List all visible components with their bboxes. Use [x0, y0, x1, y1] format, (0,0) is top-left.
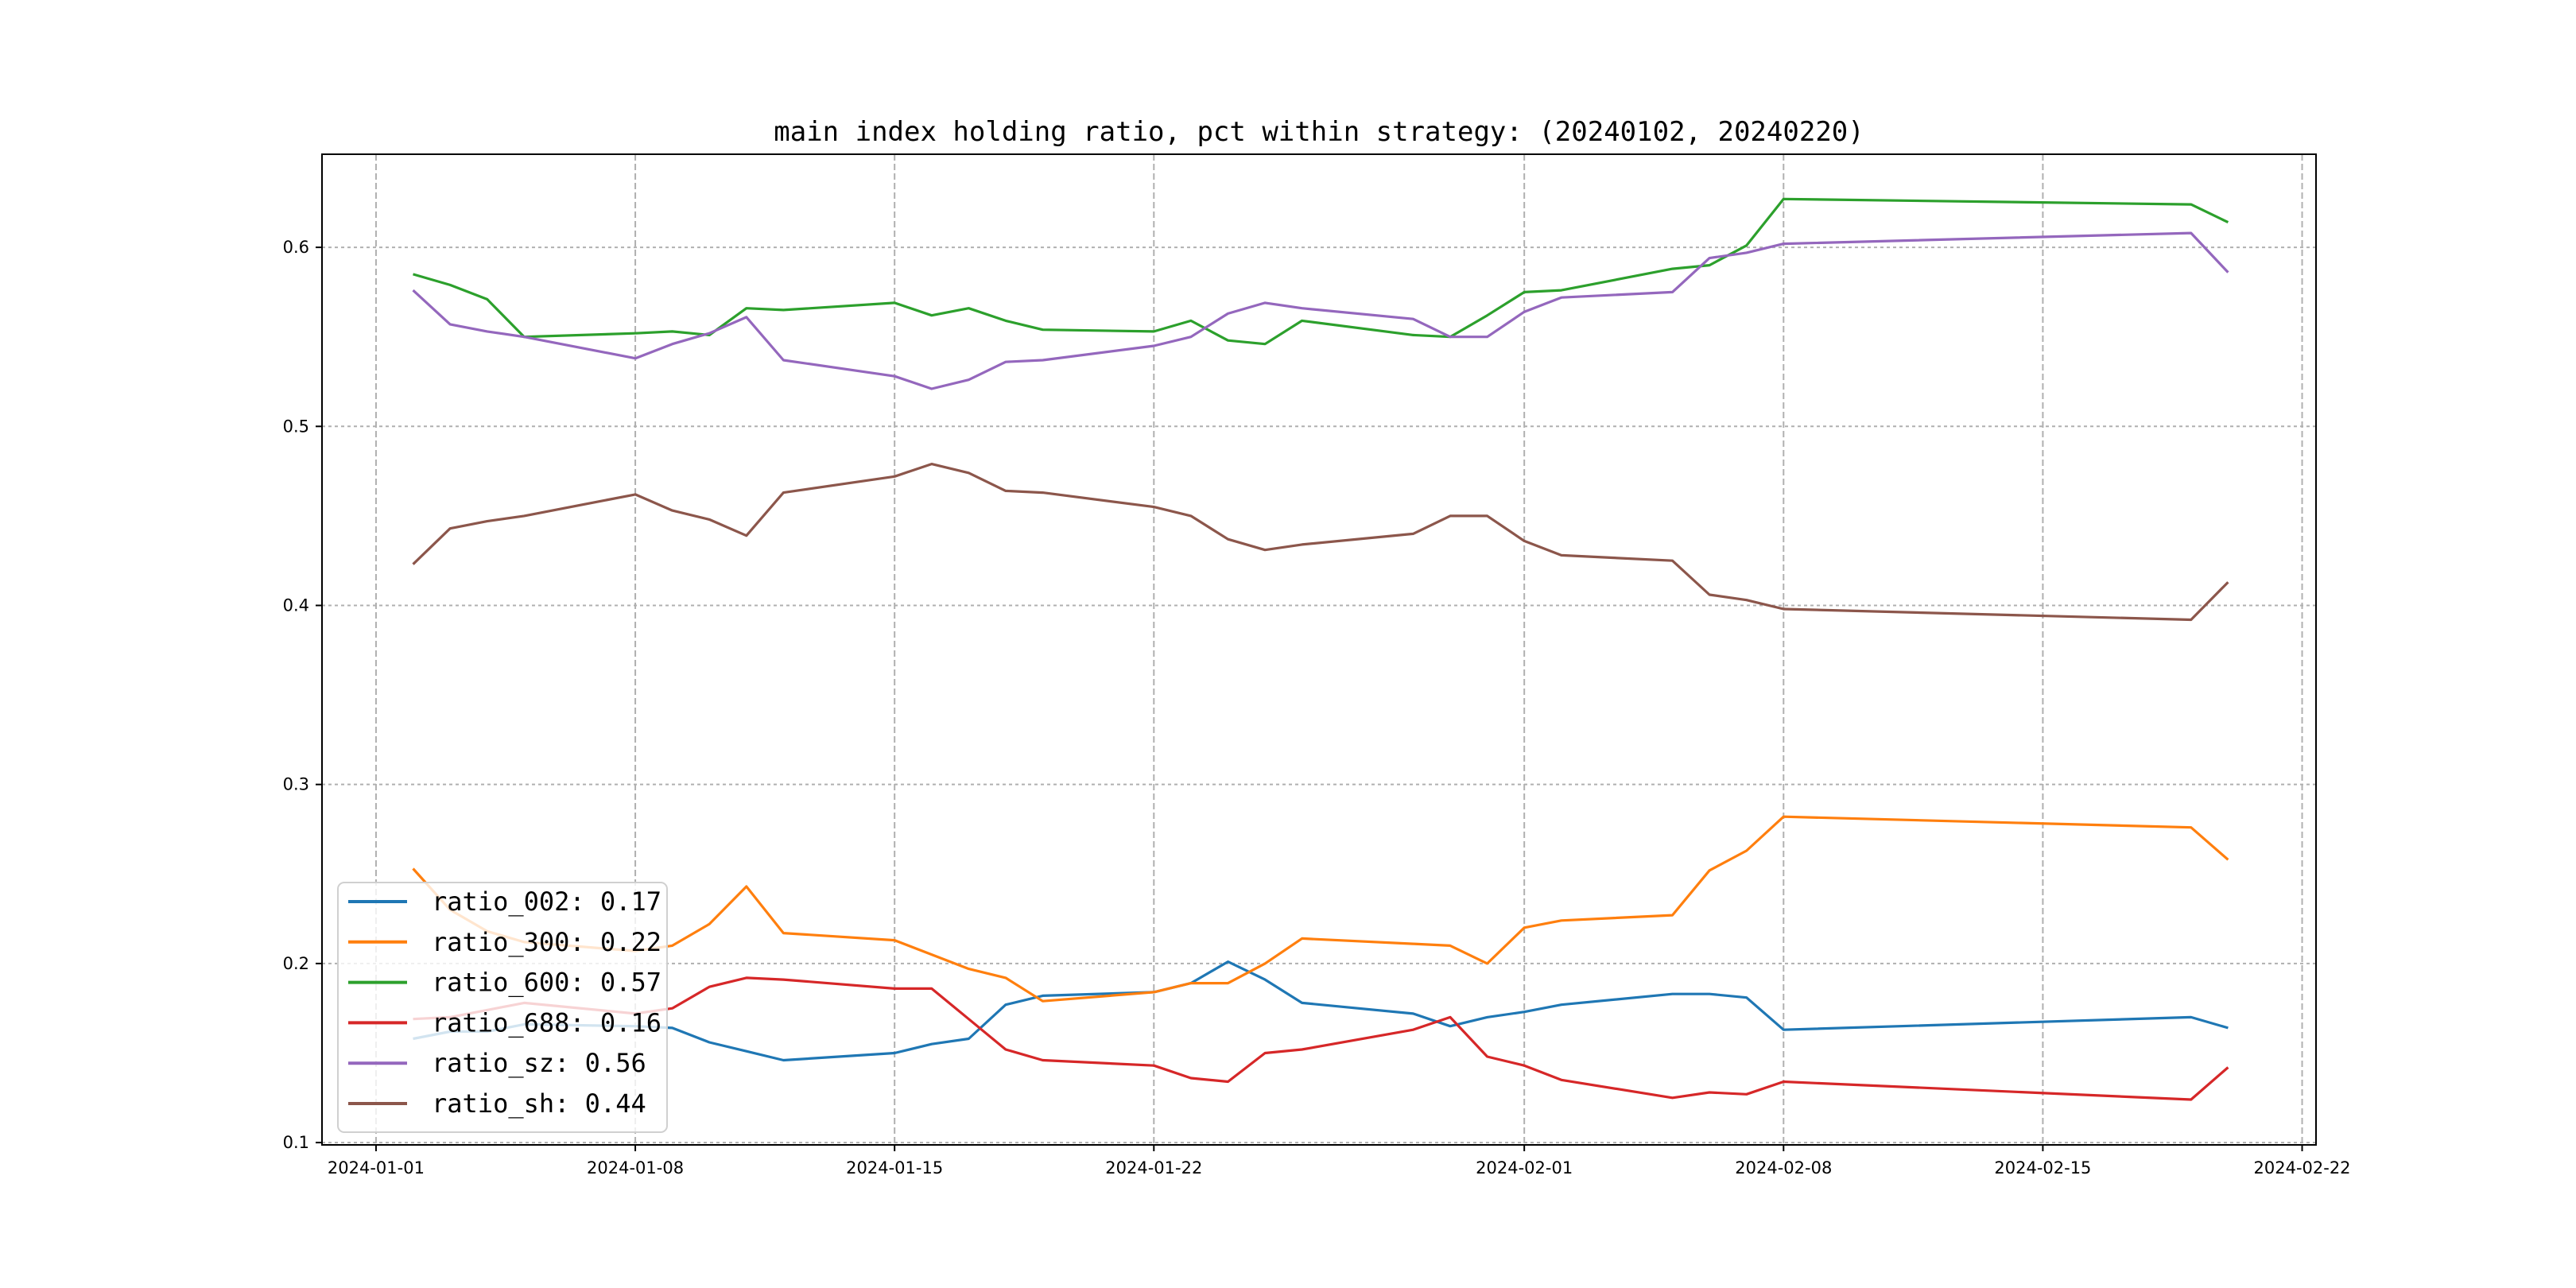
x-tick-label: 2024-01-01 — [328, 1158, 425, 1177]
series-line-ratio-sh — [412, 462, 2229, 622]
y-tick-label: 0.4 — [283, 596, 309, 615]
series-line-ratio-sz — [412, 231, 2229, 390]
y-tick-label: 0.2 — [283, 954, 309, 973]
x-tick-label: 2024-02-01 — [1476, 1158, 1573, 1177]
x-tick-label: 2024-02-15 — [1994, 1158, 2091, 1177]
y-tick-label: 0.5 — [283, 417, 309, 436]
legend-label: ratio_sz: 0.56 — [432, 1048, 646, 1078]
x-tick-label: 2024-02-08 — [1735, 1158, 1832, 1177]
legend-label: ratio_300: 0.22 — [432, 927, 661, 957]
x-tick-label: 2024-01-22 — [1105, 1158, 1202, 1177]
chart-title: main index holding ratio, pct within str… — [774, 116, 1864, 148]
legend: ratio_002: 0.17 ratio_300: 0.22 ratio_600:… — [337, 882, 668, 1133]
axis-ticks: 2024-01-01 2024-01-08 2024-01-15 2024-01-22… — [283, 238, 2351, 1177]
x-tick-label: 2024-01-15 — [846, 1158, 943, 1177]
plot-frame — [321, 153, 2317, 1146]
legend-label: ratio_688: 0.16 — [432, 1007, 661, 1038]
grid — [322, 154, 2316, 1145]
legend-label: ratio_sh: 0.44 — [432, 1088, 646, 1119]
series-line-ratio-600 — [413, 197, 2229, 346]
legend-box — [337, 882, 668, 1133]
x-tick-label: 2024-01-08 — [587, 1158, 684, 1177]
x-tick-label: 2024-02-22 — [2254, 1158, 2351, 1177]
y-tick-label: 0.1 — [283, 1133, 309, 1152]
y-tick-label: 0.6 — [283, 238, 309, 257]
y-tick-label: 0.3 — [283, 775, 309, 794]
legend-label: ratio_002: 0.17 — [432, 886, 661, 917]
legend-label: ratio_600: 0.57 — [432, 968, 661, 998]
